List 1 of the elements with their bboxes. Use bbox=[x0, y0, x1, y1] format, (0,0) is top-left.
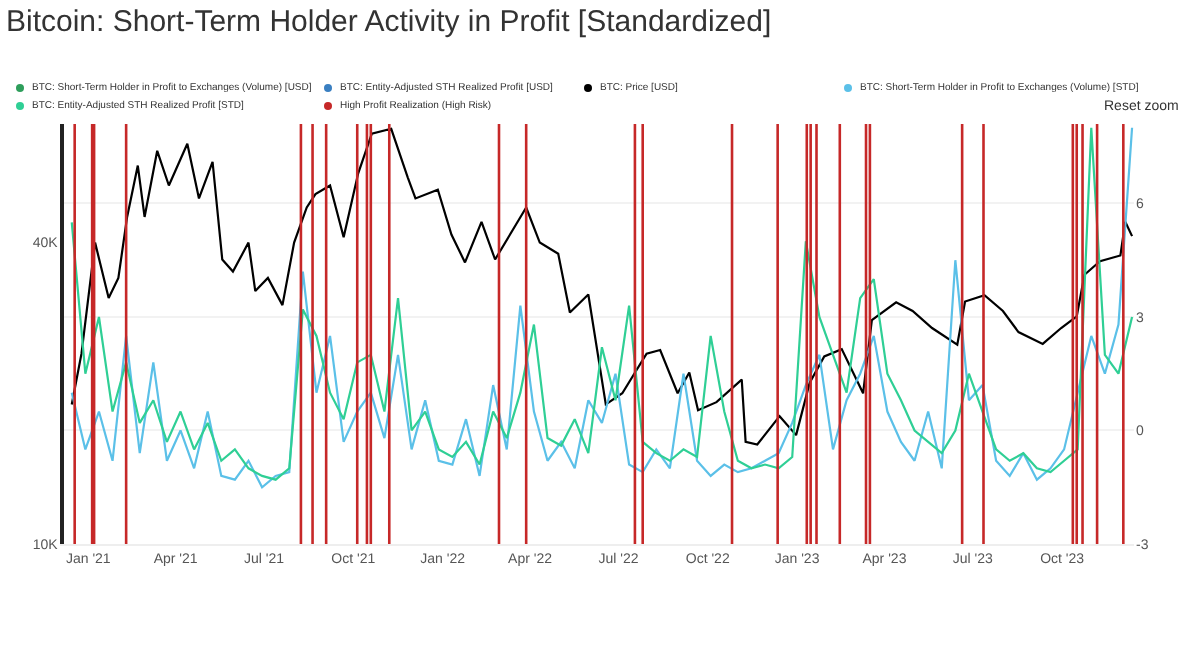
chart-title: Bitcoin: Short-Term Holder Activity in Profit [Standardized] bbox=[6, 4, 772, 39]
